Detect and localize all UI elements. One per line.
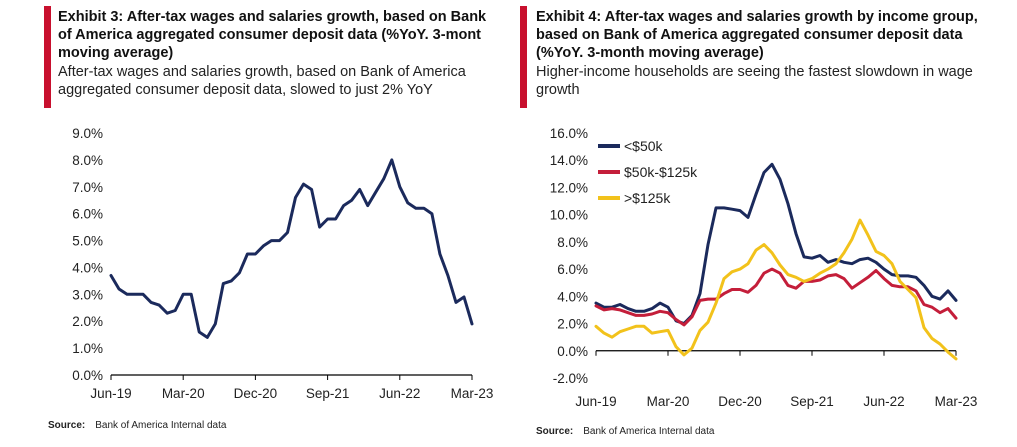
- exhibit-4-legend-label-2: $50k-$125k: [624, 164, 698, 180]
- exhibit-3-y-tick-label: 2.0%: [72, 314, 103, 329]
- exhibit-4-legend-label-3: >$125k: [624, 190, 671, 206]
- exhibit-3-heading: Exhibit 3: After-tax wages and salaries …: [58, 8, 498, 99]
- exhibit-3-y-tick-label: 8.0%: [72, 153, 103, 168]
- exhibit-4-source: Source: Bank of America Internal data: [536, 426, 714, 437]
- exhibit-4-x-tick-label: Mar-20: [647, 394, 690, 409]
- exhibit-4-y-tick-label: 8.0%: [557, 235, 588, 250]
- exhibit-4-y-tick-label: 0.0%: [557, 344, 588, 359]
- exhibit-4-source-text: Bank of America Internal data: [583, 426, 715, 437]
- exhibit-4-y-tick-label: 2.0%: [557, 317, 588, 332]
- exhibit-3-x-tick-label: Dec-20: [234, 386, 278, 401]
- exhibit-3-title: Exhibit 3: After-tax wages and salaries …: [58, 9, 487, 61]
- exhibit-3-x-tick-label: Mar-23: [451, 386, 494, 401]
- exhibit-4-y-tick-label: 12.0%: [550, 180, 588, 195]
- exhibit-3-y-tick-label: 4.0%: [72, 260, 103, 275]
- exhibit-3-x-tick-label: Jun-22: [379, 386, 420, 401]
- exhibit-4-series-line-2: [594, 267, 958, 327]
- exhibit-4-y-tick-label: 14.0%: [550, 153, 588, 168]
- exhibit-4-x-tick-label: Mar-23: [935, 394, 978, 409]
- exhibit-4-series-line-1: [594, 162, 958, 326]
- exhibit-3-panel: Exhibit 3: After-tax wages and salaries …: [0, 0, 505, 447]
- exhibit-3-chart: 0.0% 1.0% 2.0% 3.0% 4.0% 5.0% 6.0% 7.0% 8.0% 9.0%…: [72, 126, 494, 401]
- exhibit-4-y-tick-label: -2.0%: [553, 371, 588, 386]
- exhibit-3-y-tick-label: 7.0%: [72, 180, 103, 195]
- exhibit-3-y-tick-label: 3.0%: [72, 287, 103, 302]
- exhibit-3-source: Source: Bank of America Internal data: [48, 420, 226, 431]
- exhibit-3-x-tick-label: Jun-19: [90, 386, 131, 401]
- exhibit-3-x-tick-label: Mar-20: [162, 386, 205, 401]
- exhibit-4-x-tick-label: Jun-19: [575, 394, 616, 409]
- exhibit-4-y-tick-label: 4.0%: [557, 289, 588, 304]
- exhibit-4-subtitle: Higher-income households are seeing the …: [536, 64, 973, 98]
- exhibit-4-source-label: Source:: [536, 426, 574, 437]
- exhibit-3-y-tick-label: 0.0%: [72, 368, 103, 383]
- exhibit-4-series-line-3: [594, 218, 958, 361]
- exhibit-3-y-tick-label: 9.0%: [72, 126, 103, 141]
- exhibit-4-y-tick-label: 10.0%: [550, 208, 588, 223]
- exhibit-3-subtitle: After-tax wages and salaries growth, bas…: [58, 64, 466, 98]
- exhibit-4-panel: Exhibit 4: After-tax wages and salaries …: [512, 0, 1017, 447]
- exhibit-4-chart: -2.0% 0.0% 2.0% 4.0% 6.0% 8.0% 10.0% 12.0% 14.0%…: [550, 126, 978, 409]
- exhibit-4-x-tick-label: Sep-21: [790, 394, 834, 409]
- exhibit-4-y-tick-label: 6.0%: [557, 262, 588, 277]
- exhibit-3-y-tick-label: 5.0%: [72, 234, 103, 249]
- exhibit-4-accent-bar: [520, 6, 527, 108]
- exhibit-4-y-tick-label: 16.0%: [550, 126, 588, 141]
- exhibit-3-series-line-1: [109, 158, 474, 339]
- exhibit-3-y-tick-label: 1.0%: [72, 341, 103, 356]
- exhibit-3-x-tick-label: Sep-21: [306, 386, 350, 401]
- exhibit-3-y-tick-label: 6.0%: [72, 207, 103, 222]
- exhibit-3-source-text: Bank of America Internal data: [95, 420, 227, 431]
- exhibit-4-title: Exhibit 4: After-tax wages and salaries …: [536, 9, 978, 61]
- exhibit-4-x-tick-label: Jun-22: [863, 394, 904, 409]
- exhibit-4-x-tick-label: Dec-20: [718, 394, 762, 409]
- exhibit-3-accent-bar: [44, 6, 51, 108]
- exhibit-4-legend-label-1: <$50k: [624, 138, 664, 154]
- exhibit-3-source-label: Source:: [48, 420, 86, 431]
- exhibit-4-heading: Exhibit 4: After-tax wages and salaries …: [536, 8, 1006, 99]
